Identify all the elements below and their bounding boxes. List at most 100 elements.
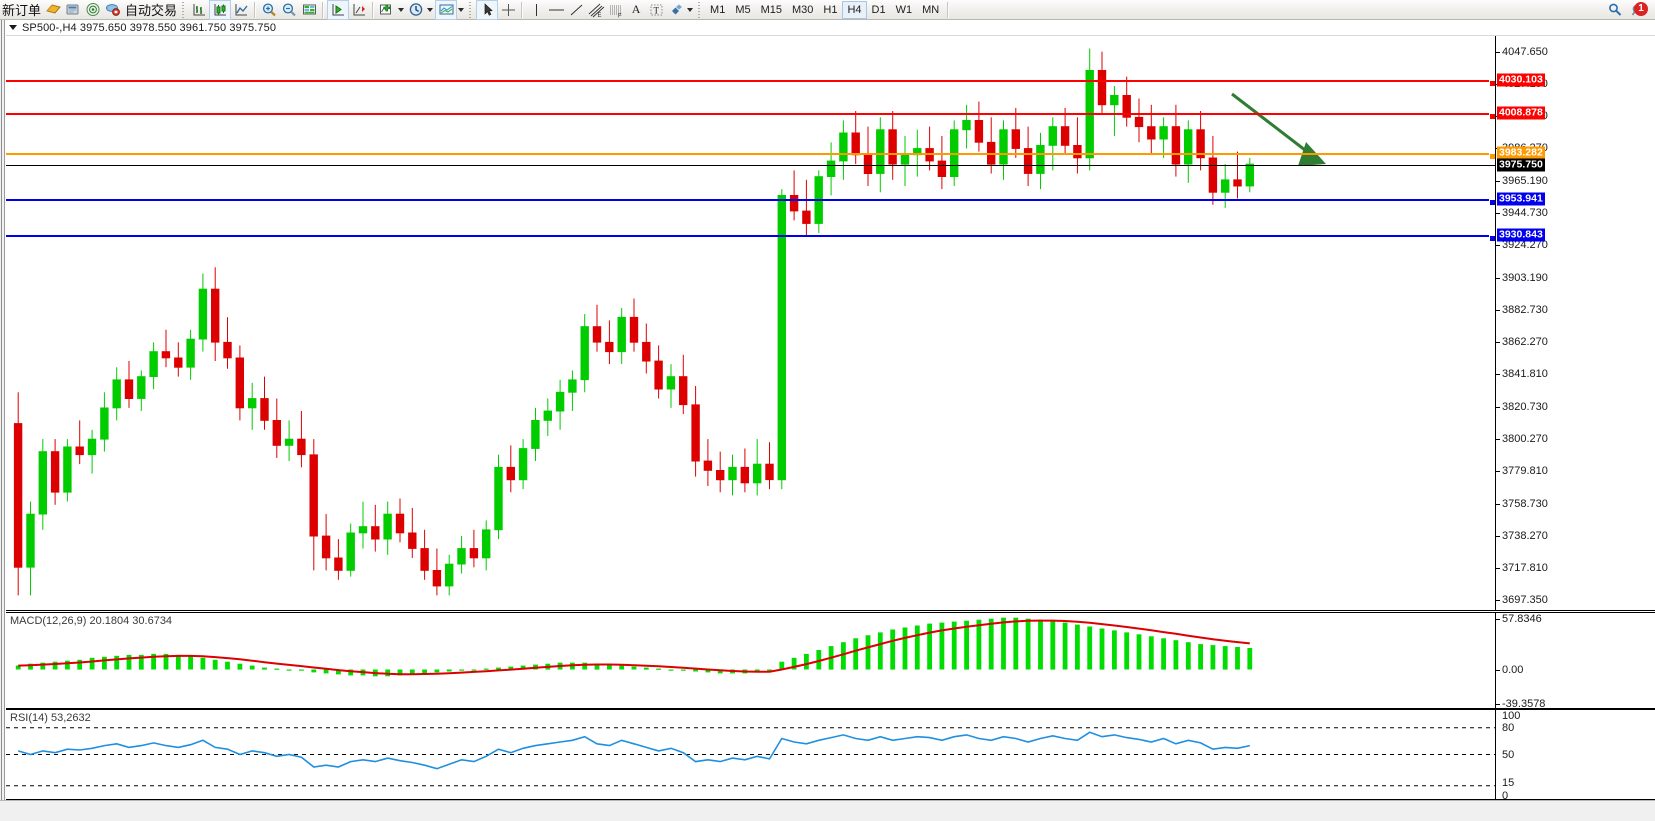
alerts-icon[interactable]: 1	[1629, 1, 1649, 19]
macd-tick-label: -39.3578	[1502, 698, 1546, 710]
tile-windows-icon[interactable]	[299, 1, 319, 19]
timeframe-m5[interactable]: M5	[735, 3, 751, 16]
svg-text:E: E	[597, 13, 601, 18]
symbol-quote-text: SP500-,H4 3975.650 3978.550 3961.750 397…	[22, 21, 277, 34]
trend-arrow-annotation[interactable]	[6, 36, 1495, 610]
rsi-series	[6, 727, 1495, 787]
price-line-tag-resistance-2[interactable]: 4008.878	[1497, 106, 1545, 120]
chevron-down-icon-templates[interactable]	[458, 7, 465, 12]
price-line-tag-support-2[interactable]: 3930.843	[1497, 228, 1545, 242]
templates-icon[interactable]	[435, 0, 458, 20]
price-line-handle[interactable]	[1489, 152, 1495, 160]
price-pane[interactable]: 4047.6504027.1904006.7303986.2703965.190…	[6, 36, 1655, 611]
chevron-down-icon-period[interactable]	[427, 7, 434, 12]
candlestick-chart-icon[interactable]	[209, 0, 232, 20]
price-tick	[1496, 181, 1500, 182]
rsi-pane[interactable]: RSI(14) 53,2632 100 80 50 15 0	[6, 709, 1655, 802]
price-line-tag-last-price[interactable]: 3975.750	[1497, 158, 1545, 171]
toolbar-grip-timeframes[interactable]	[697, 1, 704, 18]
price-tick	[1496, 503, 1500, 505]
line-chart-icon[interactable]	[231, 1, 251, 19]
navigator-icon[interactable]	[83, 1, 103, 19]
timeframe-mn[interactable]: MN	[922, 3, 940, 16]
bar-chart-icon[interactable]	[189, 1, 209, 19]
new-order-button[interactable]: 新订单	[0, 1, 43, 19]
horizontal-line-icon[interactable]	[546, 1, 566, 19]
crosshair-icon[interactable]	[498, 1, 518, 19]
price-line-tag-bid-line[interactable]: 3983.282	[1497, 146, 1545, 160]
main-toolbar: 新订单	[0, 0, 1655, 20]
price-line-last-price[interactable]	[6, 164, 1495, 166]
macd-plot-area[interactable]: MACD(12,26,9) 20.1804 30.6734	[6, 613, 1495, 708]
timeframe-m1[interactable]: M1	[710, 3, 726, 16]
rsi-indicator-label: RSI(14) 53,2632	[10, 712, 91, 724]
price-tick	[1496, 535, 1500, 537]
auto-scroll-icon[interactable]	[327, 0, 350, 20]
price-line-handle[interactable]	[1489, 198, 1495, 206]
price-plot-area[interactable]	[6, 36, 1495, 610]
chevron-down-icon-objects[interactable]	[687, 7, 694, 12]
toolbar-separator-1	[254, 1, 257, 18]
price-tick	[1496, 438, 1500, 440]
autotrading-label: 自动交易	[125, 3, 178, 18]
rsi-scale[interactable]: 100 80 50 15 0	[1495, 710, 1655, 802]
timeframe-h1[interactable]: H1	[823, 3, 838, 16]
macd-scale[interactable]: 57.8346 0.00 -39.3578	[1495, 613, 1655, 710]
price-line-support-2[interactable]	[6, 234, 1495, 242]
text-label-icon[interactable]: A	[631, 2, 641, 16]
timeframe-m15[interactable]: M15	[760, 3, 782, 16]
price-scale[interactable]: 4047.6504027.1904006.7303986.2703965.190…	[1495, 36, 1655, 610]
rsi-tick-label: 80	[1502, 721, 1515, 734]
fibonacci-icon[interactable]: F	[606, 1, 626, 19]
equidistant-channel-icon[interactable]: E	[586, 1, 606, 19]
price-line-resistance-1[interactable]	[6, 79, 1495, 87]
zoom-out-icon[interactable]	[279, 1, 299, 19]
price-line-bid-line[interactable]	[6, 152, 1495, 160]
timeframe-d1[interactable]: D1	[871, 3, 886, 16]
cursor-icon[interactable]	[476, 0, 499, 20]
price-tick-label: 3965.190	[1502, 175, 1548, 187]
chart-window: SP500-,H4 3975.650 3978.550 3961.750 397…	[0, 20, 1655, 821]
price-tick	[1496, 373, 1500, 375]
autotrading-icon[interactable]	[103, 1, 123, 19]
chart-menu-caret-icon[interactable]	[9, 25, 17, 30]
price-tick	[1496, 406, 1500, 408]
price-line-tag-resistance-1[interactable]: 4030.103	[1497, 73, 1545, 87]
rsi-plot-area[interactable]: RSI(14) 53,2632	[6, 710, 1495, 799]
timeframe-w1[interactable]: W1	[895, 3, 913, 16]
autotrading-button[interactable]: 自动交易	[123, 1, 179, 19]
rsi-tick-label: 0	[1502, 790, 1509, 802]
new-order-icon[interactable]	[43, 1, 63, 19]
price-line-handle[interactable]	[1489, 234, 1495, 242]
data-window-icon[interactable]	[63, 1, 83, 19]
macd-pane[interactable]: MACD(12,26,9) 20.1804 30.6734 57.8346 0.0…	[6, 612, 1655, 710]
price-tick-label: 3903.190	[1502, 271, 1548, 284]
timeframe-h4[interactable]: H4	[842, 0, 867, 19]
price-tick-label: 3758.730	[1502, 497, 1548, 510]
chevron-down-icon-indicators[interactable]	[398, 7, 405, 12]
price-line-handle[interactable]	[1489, 112, 1495, 120]
macd-series	[15, 617, 1253, 677]
trendline-icon[interactable]	[566, 1, 586, 19]
period-icon[interactable]	[406, 1, 426, 19]
search-icon[interactable]	[1605, 1, 1625, 19]
text-icon[interactable]: T	[646, 1, 666, 19]
chart-shift-icon[interactable]	[349, 1, 369, 19]
zoom-in-icon[interactable]	[259, 1, 279, 19]
rsi-tick-label: 50	[1502, 748, 1515, 761]
toolbar-grip-charts[interactable]	[181, 1, 188, 18]
macd-tick	[1496, 619, 1500, 620]
price-line-resistance-2[interactable]	[6, 112, 1495, 120]
add-indicator-icon[interactable]	[377, 1, 397, 19]
vertical-line-icon[interactable]	[526, 1, 546, 19]
price-line-handle[interactable]	[1489, 79, 1495, 87]
timeframe-m30[interactable]: M30	[792, 3, 814, 16]
objects-icon[interactable]	[666, 1, 686, 19]
toolbar-grip-tools[interactable]	[468, 1, 475, 18]
price-tick-label: 3862.270	[1502, 335, 1548, 348]
price-line-tag-support-1[interactable]: 3953.941	[1497, 192, 1545, 206]
price-tick	[1496, 213, 1500, 214]
price-line-support-1[interactable]	[6, 198, 1495, 206]
price-tick	[1496, 470, 1500, 472]
svg-text:F: F	[618, 13, 622, 18]
